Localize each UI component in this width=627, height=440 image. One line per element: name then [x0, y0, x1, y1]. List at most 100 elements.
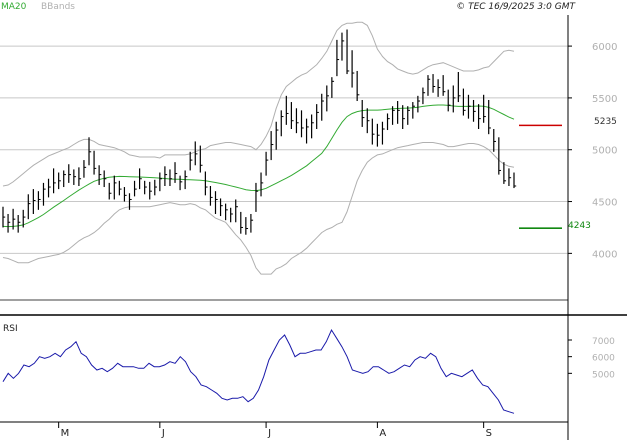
ohlc-bar	[17, 215, 21, 233]
ohlc-bar	[133, 180, 137, 197]
ohlc-bar	[230, 207, 233, 223]
ohlc-bar	[381, 121, 385, 145]
ohlc-bar	[397, 101, 400, 124]
ohlc-bar	[285, 95, 289, 125]
ohlc-bar	[275, 121, 279, 150]
price-tick-label: 4500	[592, 198, 617, 209]
ohlc-bar	[179, 175, 183, 191]
ohlc-bar	[462, 88, 466, 116]
ohlc-bar	[361, 99, 365, 127]
ohlc-bar	[113, 175, 117, 200]
ohlc-bar	[498, 137, 502, 175]
ohlc-bar	[12, 208, 16, 230]
ohlc-bar	[108, 182, 112, 200]
ohlc-bar	[204, 171, 208, 196]
ohlc-bar	[37, 191, 41, 210]
rsi-tick-label: 7000	[592, 337, 615, 347]
ohlc-bar	[123, 187, 127, 202]
ohlc-bar	[483, 94, 486, 123]
ohlc-bar	[300, 110, 304, 138]
ohlc-bar	[417, 95, 421, 113]
ma20-line	[2, 104, 515, 228]
rsi-tick-label: 6000	[592, 354, 615, 364]
ohlc-bar	[199, 145, 203, 173]
ohlc-bar	[336, 39, 340, 77]
ohlc-bar	[457, 72, 461, 103]
ohlc-bar	[194, 141, 198, 166]
copyright-text: © TEC 16/9/2025 3:0 GMT	[456, 2, 576, 12]
ohlc-bar	[407, 106, 410, 125]
ohlc-bar	[270, 131, 274, 161]
ohlc-bar	[331, 77, 335, 98]
bbands-layer	[2, 21, 515, 275]
ohlc-bar	[351, 50, 355, 88]
month-label: A	[379, 428, 386, 439]
rsi-axis: 5000 6000 7000	[568, 337, 615, 380]
ohlc-bar	[174, 162, 178, 183]
ohlc-bar	[472, 99, 476, 122]
ohlc-bar	[98, 165, 102, 185]
ohlc-bar	[305, 118, 309, 144]
ohlc-bar	[47, 178, 51, 198]
month-label: S	[486, 428, 492, 439]
ohlc-bar	[442, 75, 446, 96]
rsi-tick-label: 5000	[592, 370, 615, 380]
ohlc-bar	[209, 186, 213, 206]
ohlc-bar	[164, 166, 168, 186]
ohlc-bar	[280, 110, 284, 137]
level-lines	[519, 124, 562, 229]
ohlc-bar	[386, 113, 390, 131]
ma20-layer	[2, 104, 515, 228]
ohlc-bar	[290, 102, 294, 129]
ohlc-bar	[32, 189, 36, 214]
ohlc-bar	[240, 211, 243, 234]
ohlc-bar	[184, 170, 188, 190]
ohlc-bar	[260, 172, 264, 197]
ohlc-bar	[477, 104, 481, 129]
ohlc-bar	[452, 85, 456, 113]
ohlc-bar	[219, 198, 223, 217]
ohlc-bar	[235, 199, 238, 223]
ohlc-bar	[63, 170, 66, 188]
ohlc-bar	[437, 79, 441, 97]
ohlc-bar	[27, 194, 31, 220]
ohlc-bar	[154, 179, 157, 196]
ohlc-bar	[225, 203, 228, 221]
ohlc-bar	[391, 106, 395, 125]
ohlc-bar	[255, 182, 259, 212]
ohlc-bar	[93, 150, 97, 175]
price-panel: 4000 4500 5000 5500 6000	[0, 15, 617, 300]
ohlc-bar	[341, 32, 345, 61]
ohlc-bar	[245, 217, 249, 235]
ohlc-bar	[447, 89, 451, 112]
rsi-line	[2, 328, 515, 414]
ohlc-bar	[371, 118, 375, 145]
ohlc-bar	[78, 167, 82, 186]
rsi-panel-title: RSI	[3, 324, 18, 334]
month-label: M	[61, 428, 70, 439]
ohlc-bar	[508, 168, 512, 186]
ohlc-bar	[214, 191, 218, 214]
ohlc-bar	[321, 93, 324, 121]
ohlc-bar	[22, 209, 26, 228]
ohlc-bar	[376, 123, 380, 147]
ma20-legend-label: MA20	[1, 2, 27, 12]
ohlc-bar	[144, 180, 147, 195]
ohlc-bar	[422, 87, 426, 105]
rsi-panel: 5000 6000 7000	[2, 328, 615, 414]
ohlc-bar	[149, 181, 152, 200]
price-tick-label: 5500	[592, 94, 617, 105]
ohlc-bar	[73, 169, 77, 185]
price-panel-frame	[0, 15, 568, 300]
ohlc-bar	[356, 70, 360, 102]
ohlc-bar	[366, 108, 370, 134]
ohlc-bar	[68, 164, 71, 183]
ohlc-bar	[139, 168, 142, 190]
price-grid	[0, 45, 568, 254]
ohlc-bar	[467, 94, 471, 119]
bbands-legend-label: BBands	[41, 2, 75, 12]
ohlc-bar	[412, 102, 416, 119]
ohlc-bar	[250, 213, 254, 233]
support-label: 4243	[568, 221, 591, 231]
